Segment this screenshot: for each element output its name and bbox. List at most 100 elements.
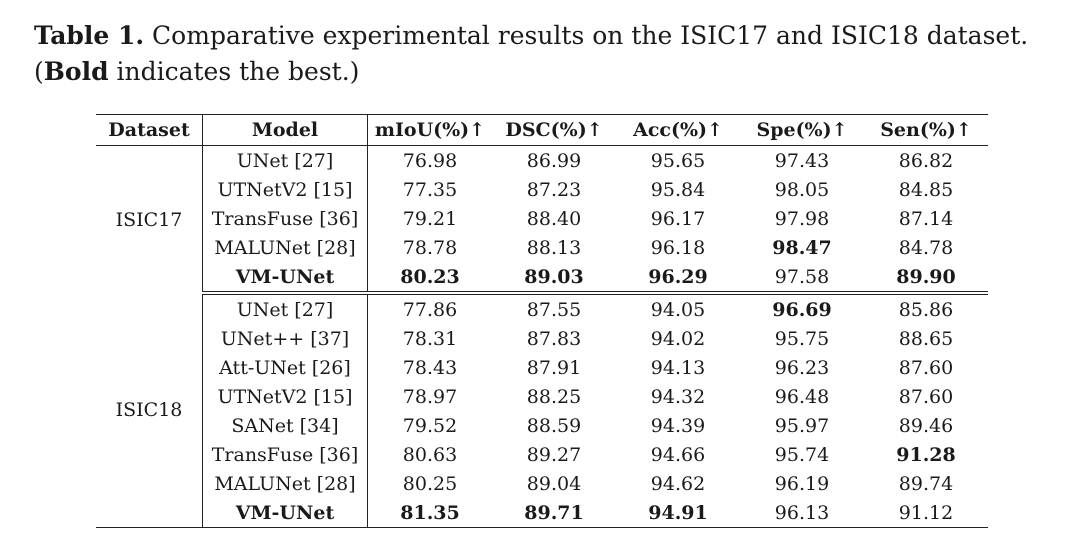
header-model: Model	[202, 114, 368, 146]
acc-cell: 94.66	[650, 443, 706, 466]
dsc-cell: 87.91	[526, 356, 582, 379]
model-cell: SANet [34]	[202, 411, 368, 440]
acc-cell-best: 94.91	[616, 498, 740, 528]
dsc-cell: 86.99	[526, 149, 582, 172]
model-cell-ours: VM-UNet	[202, 498, 368, 528]
miou-cell: 80.25	[402, 472, 458, 495]
sen-cell: 87.14	[898, 207, 954, 230]
dataset-cell-isic17: ISIC17	[96, 145, 203, 293]
caption-bold-word: Bold	[43, 57, 109, 86]
table-row: MALUNet [28] 80.25 89.04 94.62 96.19 89.…	[96, 469, 988, 498]
spe-cell: 95.75	[774, 327, 830, 350]
header-dataset: Dataset	[96, 114, 203, 146]
dsc-cell: 87.23	[526, 178, 582, 201]
dsc-cell: 88.25	[526, 385, 582, 408]
header-acc: Acc(%)↑	[616, 114, 740, 146]
dsc-cell: 88.13	[526, 236, 582, 259]
miou-cell: 78.43	[402, 356, 458, 379]
model-cell: Att-UNet [26]	[202, 353, 368, 382]
dsc-cell: 88.59	[526, 414, 582, 437]
table-row: VM-UNet 80.23 89.03 96.29 97.58 89.90	[96, 262, 988, 295]
spe-cell-best: 98.47	[772, 236, 832, 259]
acc-cell: 94.32	[650, 385, 706, 408]
acc-cell: 95.65	[650, 149, 706, 172]
model-cell: UNet++ [37]	[202, 324, 368, 353]
dsc-cell-best: 89.71	[492, 498, 616, 528]
table-caption: Table 1. Comparative experimental result…	[34, 18, 1054, 90]
model-cell-ours: VM-UNet	[202, 262, 368, 295]
model-cell: UTNetV2 [15]	[202, 175, 368, 204]
sen-cell: 87.60	[898, 385, 954, 408]
acc-cell: 94.13	[650, 356, 706, 379]
spe-cell: 97.98	[774, 207, 830, 230]
dsc-cell: 88.40	[526, 207, 582, 230]
miou-cell: 79.52	[402, 414, 458, 437]
model-cell: MALUNet [28]	[202, 469, 368, 498]
spe-cell: 98.05	[774, 178, 830, 201]
sen-cell: 89.46	[898, 414, 954, 437]
spe-cell: 96.19	[774, 472, 830, 495]
model-cell: TransFuse [36]	[202, 204, 368, 233]
dsc-cell: 87.55	[526, 298, 582, 321]
miou-cell: 76.98	[402, 149, 458, 172]
dataset-cell-isic18: ISIC18	[96, 293, 203, 528]
sen-cell: 86.82	[898, 149, 954, 172]
acc-cell: 94.39	[650, 414, 706, 437]
acc-cell: 95.84	[650, 178, 706, 201]
header-dsc: DSC(%)↑	[492, 114, 616, 146]
spe-cell: 97.43	[774, 149, 830, 172]
miou-cell: 77.35	[402, 178, 458, 201]
caption-text-after: indicates the best.)	[108, 57, 360, 86]
dsc-cell-best: 89.03	[492, 262, 616, 295]
header-spe: Spe(%)↑	[740, 114, 864, 146]
sen-cell: 84.85	[898, 178, 954, 201]
miou-cell-best: 81.35	[367, 498, 492, 528]
model-cell: MALUNet [28]	[202, 233, 368, 262]
acc-cell: 94.62	[650, 472, 706, 495]
sen-cell: 85.86	[898, 298, 954, 321]
caption-label: Table 1.	[34, 21, 145, 50]
table-row: UTNetV2 [15] 78.97 88.25 94.32 96.48 87.…	[96, 382, 988, 411]
sen-cell: 84.78	[898, 236, 954, 259]
dsc-cell: 89.27	[526, 443, 582, 466]
acc-cell: 94.02	[650, 327, 706, 350]
acc-cell: 96.17	[650, 207, 706, 230]
spe-cell: 96.48	[774, 385, 830, 408]
table-row: UNet++ [37] 78.31 87.83 94.02 95.75 88.6…	[96, 324, 988, 353]
sen-cell-best: 91.28	[896, 443, 956, 466]
miou-cell: 78.31	[402, 327, 458, 350]
table-row: UTNetV2 [15] 77.35 87.23 95.84 98.05 84.…	[96, 175, 988, 204]
table-row: Att-UNet [26] 78.43 87.91 94.13 96.23 87…	[96, 353, 988, 382]
spe-cell: 97.58	[740, 262, 864, 295]
sen-cell-best: 89.90	[864, 262, 988, 295]
table-row: SANet [34] 79.52 88.59 94.39 95.97 89.46	[96, 411, 988, 440]
sen-cell: 87.60	[898, 356, 954, 379]
spe-cell: 96.23	[774, 356, 830, 379]
table-row: TransFuse [36] 79.21 88.40 96.17 97.98 8…	[96, 204, 988, 233]
spe-cell: 95.97	[774, 414, 830, 437]
caption-text-before: Comparative experimental results on the …	[34, 21, 1029, 86]
miou-cell: 80.63	[402, 443, 458, 466]
miou-cell: 78.78	[402, 236, 458, 259]
spe-cell: 96.13	[740, 498, 864, 528]
spe-cell-best: 96.69	[772, 298, 832, 321]
miou-cell: 78.97	[402, 385, 458, 408]
dsc-cell: 89.04	[526, 472, 582, 495]
miou-cell: 79.21	[402, 207, 458, 230]
model-cell: UTNetV2 [15]	[202, 382, 368, 411]
spe-cell: 95.74	[774, 443, 830, 466]
sen-cell: 91.12	[864, 498, 988, 528]
model-cell: UNet [27]	[202, 145, 368, 175]
acc-cell-best: 96.29	[616, 262, 740, 295]
model-cell: UNet [27]	[202, 293, 368, 324]
dsc-cell: 87.83	[526, 327, 582, 350]
table-row: MALUNet [28] 78.78 88.13 96.18 98.47 84.…	[96, 233, 988, 262]
acc-cell: 94.05	[650, 298, 706, 321]
miou-cell: 77.86	[402, 298, 458, 321]
results-table: Dataset Model mIoU(%)↑ DSC(%)↑ Acc(%)↑ S…	[96, 114, 988, 528]
acc-cell: 96.18	[650, 236, 706, 259]
model-cell: TransFuse [36]	[202, 440, 368, 469]
header-sen: Sen(%)↑	[864, 114, 988, 146]
sen-cell: 88.65	[898, 327, 954, 350]
sen-cell: 89.74	[898, 472, 954, 495]
